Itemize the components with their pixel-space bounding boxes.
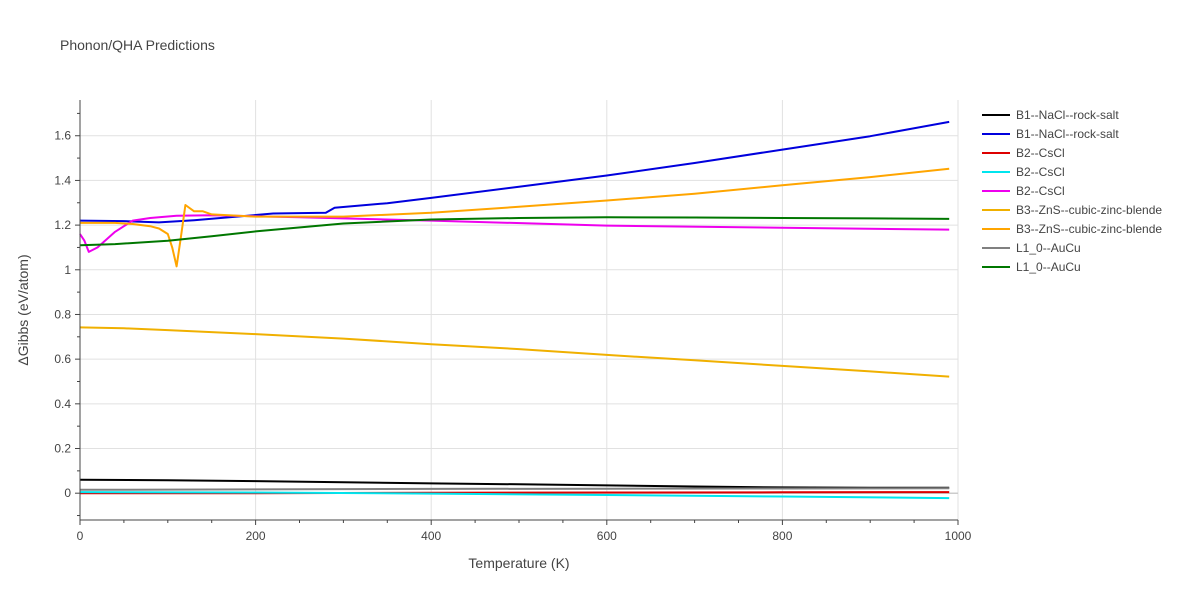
legend-label: B3--ZnS--cubic-zinc-blende <box>1016 203 1162 217</box>
x-tick-label: 0 <box>77 529 84 543</box>
series-line <box>79 478 950 489</box>
y-tick-label: 0 <box>64 486 71 500</box>
legend-label: L1_0--AuCu <box>1016 241 1081 255</box>
legend-item[interactable]: B1--NaCl--rock-salt <box>982 108 1119 122</box>
x-tick-label: 800 <box>772 529 792 543</box>
series-layer <box>79 120 950 500</box>
y-tick-label: 0.4 <box>54 397 71 411</box>
y-tick-label: 0.6 <box>54 352 71 366</box>
axes <box>75 100 959 525</box>
y-tick-label: 1 <box>64 263 71 277</box>
x-axis-title: Temperature (K) <box>468 555 569 571</box>
y-axis-title: ΔGibbs (eV/atom) <box>15 254 31 365</box>
x-tick-label: 600 <box>597 529 617 543</box>
legend-label: B2--CsCl <box>1016 184 1065 198</box>
series-line <box>79 216 950 247</box>
y-tick-label: 0.2 <box>54 442 71 456</box>
y-tick-label: 1.2 <box>54 218 71 232</box>
series-line <box>79 214 950 253</box>
series-line <box>80 167 950 268</box>
legend-item[interactable]: L1_0--AuCu <box>982 241 1081 255</box>
legend-item[interactable]: B3--ZnS--cubic-zinc-blende <box>982 222 1162 236</box>
grid <box>80 100 959 520</box>
series-line <box>79 326 950 378</box>
legend-label: L1_0--AuCu <box>1016 260 1081 274</box>
legend-label: B1--NaCl--rock-salt <box>1016 127 1119 141</box>
series-line <box>79 120 950 224</box>
legend-item[interactable]: B3--ZnS--cubic-zinc-blende <box>982 203 1162 217</box>
x-ticks: 0 200 400 600 800 1000 <box>77 529 972 543</box>
y-tick-label: 1.4 <box>54 173 71 187</box>
y-tick-label: 0.8 <box>54 307 71 321</box>
x-tick-label: 1000 <box>945 529 972 543</box>
series-line <box>79 487 950 491</box>
legend-item[interactable]: B2--CsCl <box>982 146 1065 160</box>
series-line <box>79 491 950 500</box>
legend-item[interactable]: B2--CsCl <box>982 184 1065 198</box>
legend-label: B2--CsCl <box>1016 146 1065 160</box>
legend-item[interactable]: L1_0--AuCu <box>982 260 1081 274</box>
x-tick-label: 200 <box>246 529 266 543</box>
legend-label: B2--CsCl <box>1016 165 1065 179</box>
y-tick-label: 1.6 <box>54 129 71 143</box>
legend-label: B1--NaCl--rock-salt <box>1016 108 1119 122</box>
x-tick-label: 400 <box>421 529 441 543</box>
legend-item[interactable]: B2--CsCl <box>982 165 1065 179</box>
chart-title: Phonon/QHA Predictions <box>60 37 215 53</box>
y-ticks: 0 0.2 0.4 0.6 0.8 1 1.2 1.4 1.6 <box>54 129 71 500</box>
legend-item[interactable]: B1--NaCl--rock-salt <box>982 127 1119 141</box>
legend[interactable]: B1--NaCl--rock-salt B1--NaCl--rock-salt B2… <box>982 108 1162 274</box>
legend-label: B3--ZnS--cubic-zinc-blende <box>1016 222 1162 236</box>
